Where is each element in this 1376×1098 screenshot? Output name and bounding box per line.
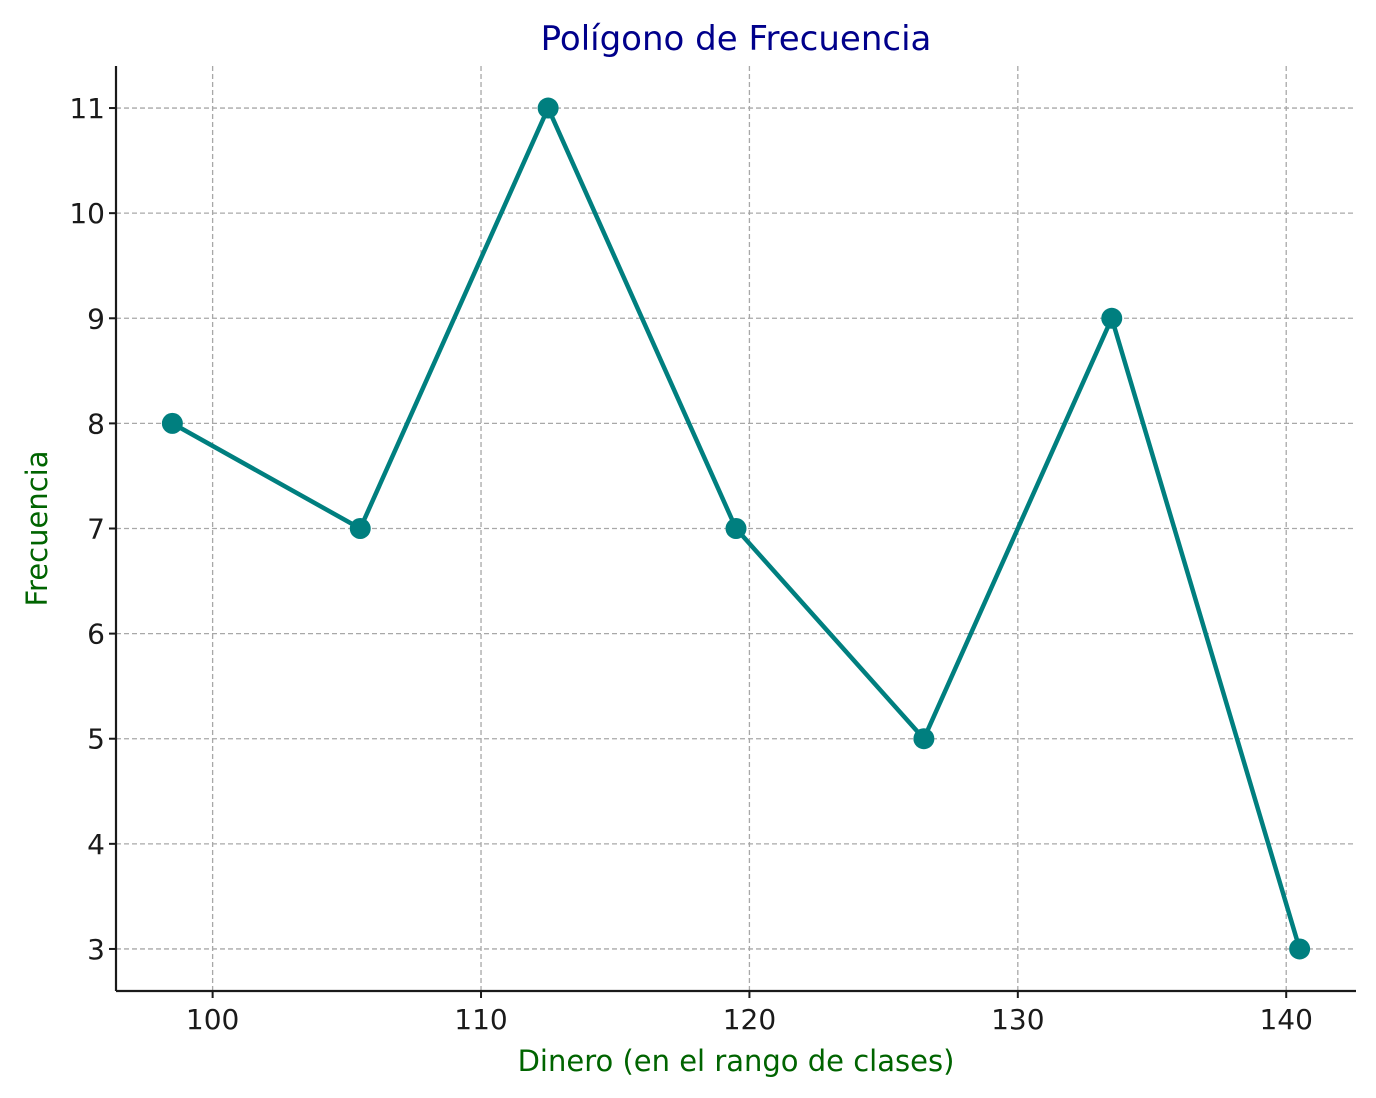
x-axis-title: Dinero (en el rango de clases)	[518, 1044, 955, 1078]
x-tick-label: 100	[186, 1003, 239, 1036]
data-point	[161, 412, 183, 434]
data-point	[1101, 307, 1123, 329]
chart-title: Polígono de Frecuencia	[541, 19, 932, 59]
x-tick-label: 110	[454, 1003, 507, 1036]
y-axis-title: Frecuencia	[20, 450, 54, 606]
data-point	[537, 97, 559, 119]
y-tick-label: 4	[87, 828, 105, 861]
y-tick-label: 10	[69, 197, 105, 230]
ticks: 100 110 120 130 140 3 4 5 6 7 8 9 10 11	[69, 92, 1313, 1036]
data-point	[349, 518, 371, 539]
y-tick-label: 3	[87, 933, 105, 966]
y-tick-label: 11	[69, 92, 105, 125]
data-point	[1289, 938, 1311, 960]
data-point	[913, 728, 935, 750]
y-tick-label: 7	[87, 513, 105, 546]
y-tick-label: 6	[87, 618, 105, 651]
y-tick-label: 5	[87, 723, 105, 756]
y-tick-label: 8	[87, 407, 105, 440]
data-point	[725, 518, 747, 539]
y-tick-label: 9	[87, 302, 105, 335]
series	[161, 97, 1311, 960]
x-tick-label: 140	[1259, 1003, 1312, 1036]
x-tick-label: 120	[723, 1003, 776, 1036]
x-tick-label: 130	[991, 1003, 1044, 1036]
